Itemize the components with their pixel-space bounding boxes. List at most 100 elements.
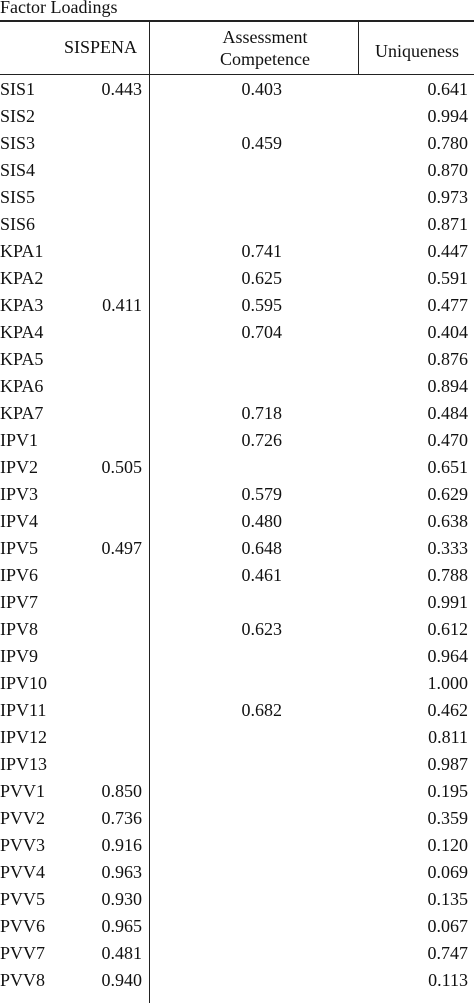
table-row: KPA1 0.741 0.447 (0, 238, 474, 265)
cell-item: IPV3 (0, 484, 39, 504)
cell-sispena: 0.965 (101, 916, 143, 936)
cell-sispena: 0.930 (101, 889, 143, 909)
cell-item: PVV4 (0, 862, 46, 882)
table-row: PVV5 0.930 0.135 (0, 886, 474, 913)
cell-uniqueness: 0.069 (427, 862, 469, 882)
cell-uniqueness: 0.811 (428, 727, 468, 747)
cell-item: IPV11 (0, 700, 47, 720)
cell-item: PVV7 (0, 943, 46, 963)
cell-item: KPA5 (0, 349, 44, 369)
cell-item: KPA3 (0, 295, 44, 315)
cell-sispena: 0.497 (101, 538, 143, 558)
cell-item: IPV8 (0, 619, 39, 639)
body-divider (149, 74, 150, 1003)
table-row: PVV4 0.963 0.069 (0, 859, 474, 886)
cell-sispena: 0.411 (102, 295, 142, 315)
cell-assessment-competence: 0.595 (241, 295, 283, 315)
cell-item: IPV2 (0, 457, 39, 477)
header-divider-right (358, 22, 359, 74)
cell-item: KPA6 (0, 376, 44, 396)
table-row: IPV3 0.579 0.629 (0, 481, 474, 508)
table-row: PVV6 0.965 0.067 (0, 913, 474, 940)
cell-uniqueness: 0.612 (427, 619, 469, 639)
cell-item: KPA7 (0, 403, 44, 423)
header-assessment-competence: Assessment Competence (208, 26, 322, 70)
table-row: KPA2 0.625 0.591 (0, 265, 474, 292)
table-row: SIS2 0.994 (0, 103, 474, 130)
cell-uniqueness: 0.404 (427, 322, 469, 342)
table-row: IPV2 0.505 0.651 (0, 454, 474, 481)
cell-uniqueness: 0.359 (427, 808, 469, 828)
header-rule (0, 74, 474, 75)
cell-uniqueness: 0.470 (427, 430, 469, 450)
cell-uniqueness: 0.333 (427, 538, 469, 558)
cell-sispena: 0.916 (101, 835, 143, 855)
cell-uniqueness: 0.876 (427, 349, 469, 369)
cell-assessment-competence: 0.459 (241, 133, 283, 153)
cell-uniqueness: 0.195 (427, 781, 469, 801)
cell-item: PVV2 (0, 808, 46, 828)
cell-sispena: 0.443 (101, 79, 143, 99)
cell-item: IPV9 (0, 646, 39, 666)
cell-sispena: 0.850 (101, 781, 143, 801)
cell-sispena: 0.481 (101, 943, 143, 963)
cell-uniqueness: 0.135 (427, 889, 469, 909)
cell-uniqueness: 0.994 (427, 106, 469, 126)
table-row: IPV13 0.987 (0, 751, 474, 778)
table-row: SIS5 0.973 (0, 184, 474, 211)
cell-sispena: 0.940 (101, 970, 143, 990)
cell-item: IPV10 (0, 673, 48, 693)
header-divider-left (149, 22, 150, 74)
cell-assessment-competence: 0.718 (241, 403, 283, 423)
top-rule (0, 20, 474, 22)
cell-assessment-competence: 0.623 (241, 619, 283, 639)
cell-uniqueness: 0.462 (427, 700, 469, 720)
cell-uniqueness: 0.113 (428, 970, 468, 990)
cell-uniqueness: 0.638 (427, 511, 469, 531)
table-row: PVV2 0.736 0.359 (0, 805, 474, 832)
cell-uniqueness: 0.484 (427, 403, 469, 423)
cell-assessment-competence: 0.682 (241, 700, 283, 720)
cell-assessment-competence: 0.461 (241, 565, 283, 585)
cell-uniqueness: 0.788 (427, 565, 469, 585)
cell-uniqueness: 0.871 (427, 214, 469, 234)
table-row: IPV12 0.811 (0, 724, 474, 751)
cell-uniqueness: 0.964 (427, 646, 469, 666)
cell-item: IPV12 (0, 727, 48, 747)
cell-item: IPV7 (0, 592, 39, 612)
cell-item: PVV3 (0, 835, 46, 855)
table-row: SIS1 0.443 0.403 0.641 (0, 76, 474, 103)
table-row: IPV9 0.964 (0, 643, 474, 670)
cell-item: IPV6 (0, 565, 39, 585)
cell-assessment-competence: 0.625 (241, 268, 283, 288)
table-row: IPV6 0.461 0.788 (0, 562, 474, 589)
table-row: PVV3 0.916 0.120 (0, 832, 474, 859)
cell-uniqueness: 1.000 (427, 673, 469, 693)
cell-uniqueness: 0.780 (427, 133, 469, 153)
table-row: KPA5 0.876 (0, 346, 474, 373)
cell-uniqueness: 0.641 (427, 79, 469, 99)
cell-item: SIS5 (0, 187, 36, 207)
cell-item: PVV8 (0, 970, 46, 990)
table-row: IPV8 0.623 0.612 (0, 616, 474, 643)
cell-item: PVV6 (0, 916, 46, 936)
table-row: IPV11 0.682 0.462 (0, 697, 474, 724)
cell-uniqueness: 0.987 (427, 754, 469, 774)
cell-uniqueness: 0.747 (427, 943, 469, 963)
cell-uniqueness: 0.651 (427, 457, 469, 477)
cell-uniqueness: 0.120 (427, 835, 469, 855)
cell-item: SIS1 (0, 79, 36, 99)
table-row: KPA7 0.718 0.484 (0, 400, 474, 427)
table-row: IPV10 1.000 (0, 670, 474, 697)
cell-uniqueness: 0.991 (427, 592, 469, 612)
cell-sispena: 0.505 (101, 457, 143, 477)
cell-uniqueness: 0.973 (427, 187, 469, 207)
table-row: PVV8 0.940 0.113 (0, 967, 474, 994)
cell-assessment-competence: 0.579 (241, 484, 283, 504)
cell-assessment-competence: 0.403 (241, 79, 283, 99)
table-row: PVV1 0.850 0.195 (0, 778, 474, 805)
table-row: IPV1 0.726 0.470 (0, 427, 474, 454)
cell-assessment-competence: 0.480 (241, 511, 283, 531)
cell-item: IPV4 (0, 511, 39, 531)
